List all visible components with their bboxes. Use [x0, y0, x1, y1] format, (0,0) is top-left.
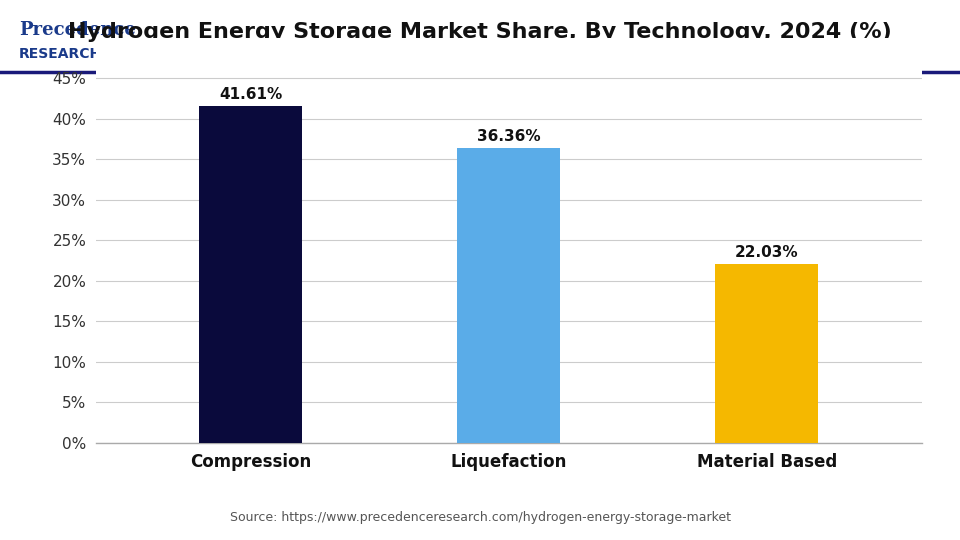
Text: 22.03%: 22.03% — [735, 245, 799, 260]
Text: RESEARCH: RESEARCH — [19, 47, 103, 61]
Bar — [457, 148, 561, 443]
Bar — [200, 106, 302, 443]
Text: 41.61%: 41.61% — [219, 87, 282, 102]
Text: Source: https://www.precedenceresearch.com/hydrogen-energy-storage-market: Source: https://www.precedenceresearch.c… — [229, 511, 731, 524]
Text: Hydrogen Energy Storage Market Share, By Technology, 2024 (%): Hydrogen Energy Storage Market Share, By… — [68, 22, 892, 42]
Text: Precedence: Precedence — [19, 21, 136, 39]
Bar — [715, 265, 818, 443]
Text: 36.36%: 36.36% — [477, 129, 540, 144]
